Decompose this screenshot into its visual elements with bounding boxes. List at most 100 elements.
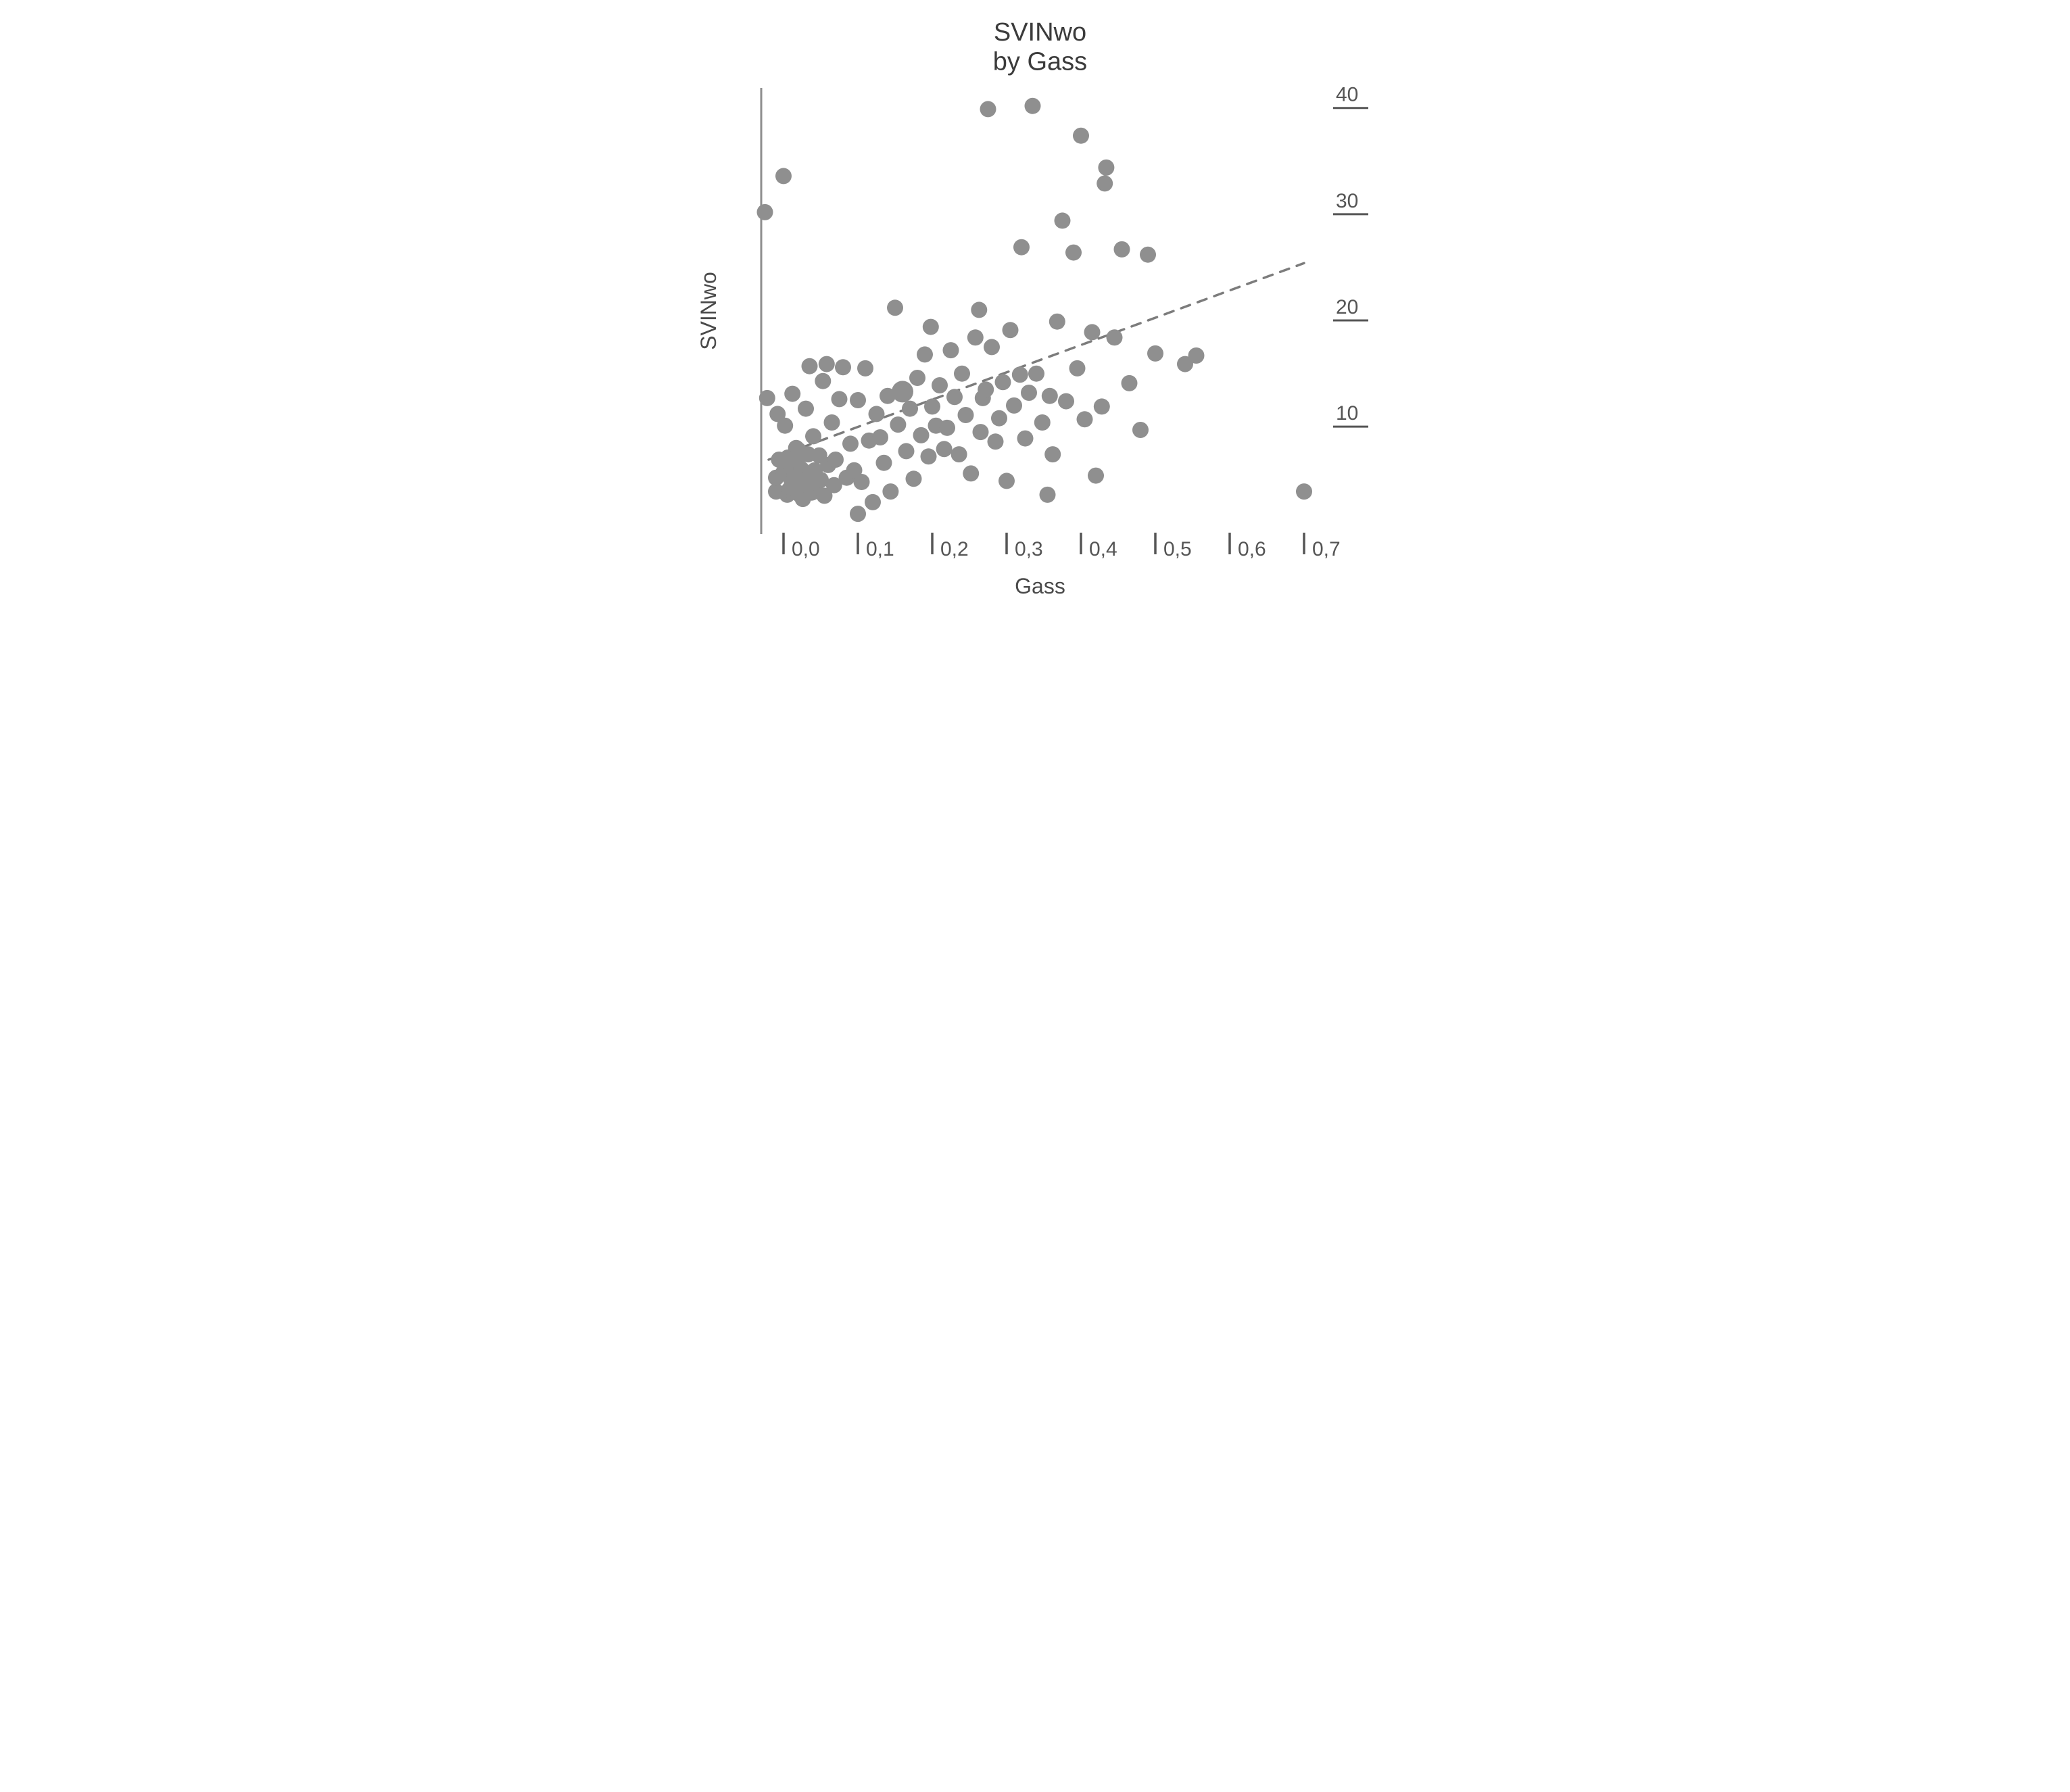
data-point	[759, 390, 775, 406]
x-tick-label: 0,2	[940, 538, 969, 560]
chart-title-line1: SVINwo	[994, 18, 1086, 47]
chart-title-line2: by Gass	[993, 48, 1087, 76]
data-point	[1034, 414, 1051, 431]
data-point	[946, 389, 963, 405]
data-point	[1044, 446, 1061, 462]
x-tick-label: 0,0	[792, 538, 820, 560]
data-point	[998, 473, 1015, 489]
data-point	[1042, 388, 1058, 404]
data-point	[906, 470, 922, 487]
data-point	[819, 356, 835, 372]
data-point	[1073, 128, 1089, 144]
y-tick-label: 40	[1336, 84, 1358, 106]
data-point	[857, 360, 873, 377]
data-point	[1114, 241, 1130, 258]
data-point	[939, 420, 955, 436]
y-tick-label: 10	[1336, 402, 1358, 425]
data-point	[1017, 431, 1034, 447]
data-point	[988, 433, 1004, 450]
data-point	[1122, 375, 1138, 391]
data-point	[1065, 245, 1082, 261]
data-point	[1025, 98, 1041, 114]
data-point	[1107, 329, 1123, 345]
data-point	[1055, 212, 1071, 228]
data-point	[1097, 175, 1113, 191]
data-point	[958, 407, 974, 423]
data-point	[923, 319, 939, 335]
data-point	[865, 494, 881, 510]
data-point	[951, 446, 967, 462]
data-point	[869, 406, 885, 422]
data-point	[1040, 487, 1056, 503]
data-point	[980, 101, 996, 117]
data-point	[967, 329, 984, 345]
data-point	[827, 452, 844, 468]
data-point	[777, 418, 793, 434]
data-point	[892, 381, 913, 402]
data-point	[1140, 247, 1156, 263]
data-point	[991, 410, 1007, 427]
data-point	[775, 168, 792, 184]
data-point	[887, 299, 903, 316]
data-point	[909, 370, 925, 386]
data-point	[872, 429, 888, 445]
data-point	[850, 506, 866, 522]
data-point	[1147, 345, 1163, 362]
data-point	[954, 366, 970, 382]
data-point	[1003, 322, 1019, 338]
data-point	[876, 455, 892, 471]
data-point	[1077, 411, 1093, 427]
data-point	[1006, 397, 1022, 414]
data-point	[995, 374, 1011, 390]
data-point	[1058, 393, 1074, 410]
y-tick-label: 20	[1336, 296, 1358, 318]
data-point	[1088, 468, 1104, 484]
data-point	[917, 346, 933, 362]
data-point	[798, 401, 814, 417]
data-point	[1013, 239, 1030, 256]
data-point	[850, 392, 866, 408]
data-point	[971, 301, 987, 318]
data-point	[902, 401, 918, 417]
x-tick-label: 0,4	[1089, 538, 1117, 560]
data-point	[1296, 483, 1312, 500]
data-point	[824, 414, 840, 431]
data-point	[842, 435, 859, 452]
data-point	[984, 339, 1000, 355]
x-tick-label: 0,6	[1238, 538, 1266, 560]
data-point	[890, 416, 906, 433]
data-point	[936, 441, 953, 457]
data-point	[943, 342, 959, 358]
data-point	[978, 381, 994, 397]
x-axis-label: Gass	[1015, 574, 1065, 598]
y-axis-label: SVINwo	[697, 272, 721, 350]
data-point	[815, 373, 831, 389]
data-point	[1012, 366, 1028, 383]
x-tick-label: 0,7	[1312, 538, 1341, 560]
data-point	[757, 204, 773, 220]
x-tick-label: 0,5	[1163, 538, 1192, 560]
data-point	[921, 448, 937, 464]
data-point	[854, 474, 870, 490]
data-point	[805, 428, 821, 444]
data-point	[1028, 366, 1044, 382]
data-point	[1188, 347, 1205, 364]
data-point	[1132, 422, 1149, 438]
data-point	[973, 424, 989, 440]
data-point	[835, 359, 851, 375]
data-point	[1049, 314, 1065, 330]
data-point	[1069, 360, 1086, 377]
data-point	[913, 427, 930, 443]
x-tick-label: 0,1	[866, 538, 894, 560]
x-tick-label: 0,3	[1015, 538, 1043, 560]
data-point	[932, 377, 948, 393]
data-point	[898, 443, 915, 459]
data-point	[832, 391, 848, 407]
data-point	[784, 386, 800, 402]
data-point	[802, 358, 818, 374]
y-tick-label: 30	[1336, 190, 1358, 212]
data-point	[882, 483, 898, 500]
data-point	[1084, 324, 1101, 340]
data-point	[1098, 160, 1114, 176]
data-point	[1021, 385, 1037, 401]
